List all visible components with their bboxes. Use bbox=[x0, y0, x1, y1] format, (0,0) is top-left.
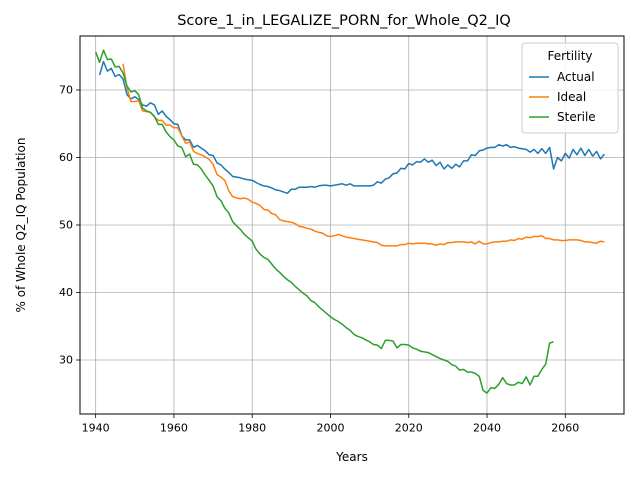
x-tick-label: 1960 bbox=[160, 422, 188, 435]
legend-title: Fertility bbox=[547, 49, 592, 63]
x-tick-label: 1940 bbox=[82, 422, 110, 435]
x-axis-label: Years bbox=[335, 450, 368, 464]
legend: Fertility Actual Ideal Sterile bbox=[521, 42, 619, 134]
legend-box bbox=[521, 42, 619, 134]
y-tick-label: 60 bbox=[59, 151, 73, 164]
x-tick-label: 1980 bbox=[238, 422, 266, 435]
y-tick-label: 70 bbox=[59, 84, 73, 97]
series-line-actual bbox=[98, 60, 605, 195]
y-tick-label: 40 bbox=[59, 286, 73, 299]
legend-label-sterile: Sterile bbox=[557, 110, 596, 124]
series-line-ideal bbox=[122, 63, 605, 247]
x-tick-label: 2060 bbox=[551, 422, 579, 435]
legend-items: Actual Ideal Sterile bbox=[529, 70, 596, 124]
chart-title: Score_1_in_LEGALIZE_PORN_for_Whole_Q2_IQ bbox=[177, 13, 511, 29]
series-line-sterile bbox=[95, 49, 554, 394]
y-axis-label: % of Whole Q2_IQ Population bbox=[14, 138, 28, 313]
series-lines bbox=[95, 49, 605, 394]
legend-label-ideal: Ideal bbox=[557, 90, 586, 104]
x-tick-label: 2020 bbox=[395, 422, 423, 435]
y-tick-label: 50 bbox=[59, 219, 73, 232]
grid bbox=[80, 36, 624, 414]
axis-ticks: 1940 1960 1980 2000 2020 2040 2060 30 40 50 60 70 bbox=[59, 84, 579, 435]
x-tick-label: 2000 bbox=[316, 422, 344, 435]
legend-label-actual: Actual bbox=[557, 70, 595, 84]
x-tick-label: 2040 bbox=[473, 422, 501, 435]
y-tick-label: 30 bbox=[59, 354, 73, 367]
